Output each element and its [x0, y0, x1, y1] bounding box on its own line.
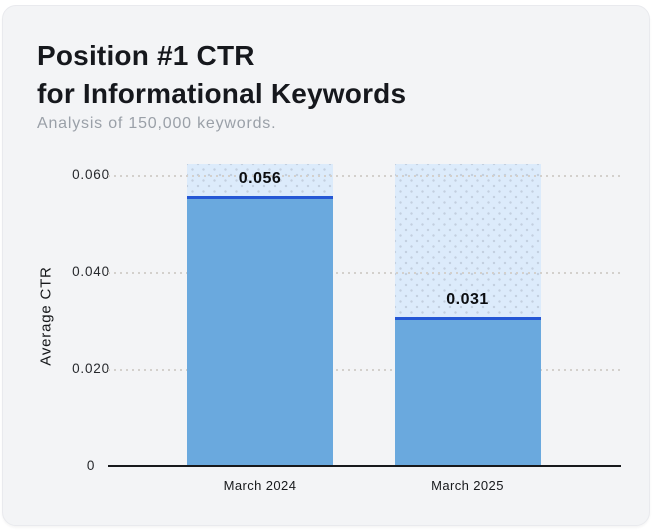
y-tick-label: 0 — [86, 458, 96, 473]
bar — [394, 316, 541, 467]
chart-title-line2: for Informational Keywords — [37, 78, 407, 109]
chart-card: Position #1 CTR for Informational Keywor… — [2, 5, 650, 526]
x-axis-category-label: March 2025 — [431, 478, 504, 493]
y-axis-title: Average CTR — [37, 266, 55, 366]
plot-area: 0.056 0.031 — [108, 164, 621, 467]
x-axis-line — [108, 465, 621, 467]
gridline — [108, 369, 621, 372]
chart-subtitle: Analysis of 150,000 keywords. — [37, 115, 277, 132]
bar — [187, 195, 333, 467]
chart-title-line1: Position #1 CTR — [37, 40, 255, 71]
x-axis-category-label: March 2024 — [223, 478, 297, 493]
gridline — [108, 175, 621, 178]
y-tick-label: 0.020 — [72, 361, 110, 377]
y-tick-label: 0.040 — [72, 264, 110, 280]
chart-title: Position #1 CTR for Informational Keywor… — [37, 37, 406, 113]
gridline — [108, 272, 621, 275]
bar-value-label: 0.031 — [446, 290, 489, 308]
y-tick-label: 0.060 — [72, 167, 110, 183]
bar-value-label: 0.056 — [238, 169, 282, 187]
